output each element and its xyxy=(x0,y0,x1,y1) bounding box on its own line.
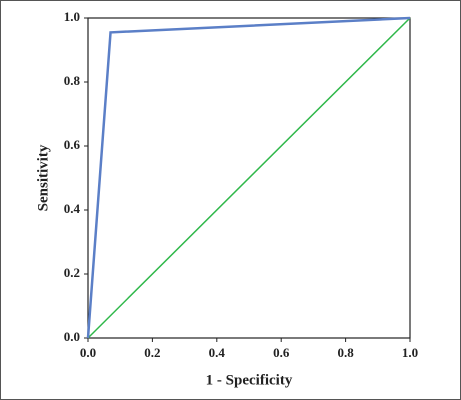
plot-frame xyxy=(87,17,411,339)
series-line xyxy=(86,16,411,339)
y-tick-label: 0.0 xyxy=(64,329,80,344)
x-tick-label: 0.0 xyxy=(80,345,96,360)
x-tick-label: 0.2 xyxy=(144,345,160,360)
y-tick-label: 0.8 xyxy=(64,73,81,88)
x-tick-label: 0.4 xyxy=(209,345,226,360)
x-tick-label: 0.6 xyxy=(273,345,290,360)
y-tick-label: 0.2 xyxy=(64,265,80,280)
y-tick-label: 1.0 xyxy=(64,9,80,24)
y-tick-label: 0.4 xyxy=(64,201,81,216)
x-tick-label: 1.0 xyxy=(402,345,418,360)
x-axis-title: 1 - Specificity xyxy=(206,372,293,388)
y-tick-label: 0.6 xyxy=(64,137,81,152)
series-line xyxy=(87,17,411,339)
x-tick-label: 0.8 xyxy=(337,345,354,360)
y-axis-title: Sensitivity xyxy=(35,144,51,211)
